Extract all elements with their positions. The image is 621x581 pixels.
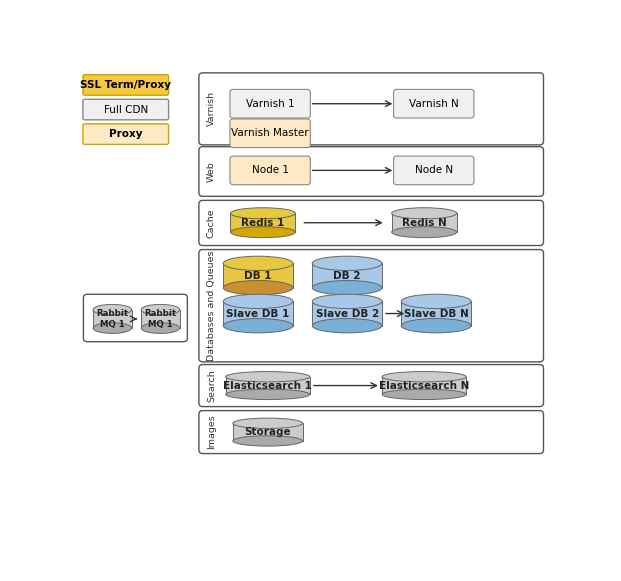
FancyBboxPatch shape <box>199 73 543 145</box>
Text: Node N: Node N <box>415 166 453 175</box>
Text: DB 2: DB 2 <box>333 271 361 281</box>
Bar <box>223 263 293 288</box>
Text: Node 1: Node 1 <box>252 166 289 175</box>
Ellipse shape <box>312 294 382 309</box>
Text: Varnish Master: Varnish Master <box>231 128 309 138</box>
FancyBboxPatch shape <box>83 74 168 95</box>
Ellipse shape <box>392 227 456 238</box>
Text: Proxy: Proxy <box>109 129 142 139</box>
FancyBboxPatch shape <box>199 200 543 246</box>
Ellipse shape <box>382 389 466 400</box>
Bar <box>230 213 296 232</box>
Text: Varnish 1: Varnish 1 <box>246 99 294 109</box>
Ellipse shape <box>401 294 471 309</box>
Text: Databases and Queues: Databases and Queues <box>207 250 216 361</box>
Ellipse shape <box>233 436 302 446</box>
Bar <box>401 302 471 326</box>
Text: Rabbit
MQ 1: Rabbit MQ 1 <box>96 309 129 329</box>
Text: Slave DB 2: Slave DB 2 <box>315 309 379 318</box>
Text: Elasticsearch 1: Elasticsearch 1 <box>224 381 312 390</box>
Ellipse shape <box>392 208 456 219</box>
Text: Web: Web <box>207 161 216 182</box>
Text: Elasticsearch N: Elasticsearch N <box>379 381 469 390</box>
Text: Search: Search <box>207 369 216 402</box>
Text: Redis N: Redis N <box>402 218 446 228</box>
Ellipse shape <box>223 294 293 309</box>
Text: DB 1: DB 1 <box>244 271 272 281</box>
Ellipse shape <box>312 318 382 333</box>
Ellipse shape <box>382 372 466 382</box>
FancyBboxPatch shape <box>230 119 310 148</box>
Text: Full CDN: Full CDN <box>104 105 148 114</box>
Ellipse shape <box>233 418 302 428</box>
Ellipse shape <box>401 318 471 333</box>
Ellipse shape <box>93 304 132 315</box>
Ellipse shape <box>141 322 179 333</box>
Bar <box>392 213 456 232</box>
FancyBboxPatch shape <box>199 364 543 407</box>
Ellipse shape <box>225 372 310 382</box>
Text: Images: Images <box>207 415 216 450</box>
Bar <box>141 310 179 328</box>
Ellipse shape <box>312 281 382 295</box>
Bar <box>312 263 382 288</box>
FancyBboxPatch shape <box>83 295 188 342</box>
Bar <box>233 424 302 441</box>
Text: Slave DB N: Slave DB N <box>404 309 469 318</box>
Text: Cache: Cache <box>207 208 216 238</box>
Ellipse shape <box>93 322 132 333</box>
Ellipse shape <box>223 281 293 295</box>
FancyBboxPatch shape <box>230 156 310 185</box>
Ellipse shape <box>230 227 296 238</box>
FancyBboxPatch shape <box>230 89 310 118</box>
Ellipse shape <box>223 318 293 333</box>
Ellipse shape <box>312 256 382 271</box>
Text: Slave DB 1: Slave DB 1 <box>227 309 290 318</box>
Bar <box>312 302 382 326</box>
Bar <box>93 310 132 328</box>
FancyBboxPatch shape <box>199 146 543 196</box>
FancyBboxPatch shape <box>83 124 168 145</box>
Text: SSL Term/Proxy: SSL Term/Proxy <box>80 80 171 90</box>
FancyBboxPatch shape <box>394 156 474 185</box>
Text: Storage: Storage <box>245 427 291 437</box>
Bar <box>382 376 466 394</box>
FancyBboxPatch shape <box>199 411 543 454</box>
Bar <box>223 302 293 326</box>
Ellipse shape <box>225 389 310 400</box>
Text: Rabbit
MQ 1: Rabbit MQ 1 <box>144 309 176 329</box>
Text: Redis 1: Redis 1 <box>242 218 284 228</box>
Text: Varnish N: Varnish N <box>409 99 459 109</box>
Ellipse shape <box>141 304 179 315</box>
Bar <box>225 376 310 394</box>
Ellipse shape <box>230 208 296 219</box>
FancyBboxPatch shape <box>83 99 168 120</box>
FancyBboxPatch shape <box>394 89 474 118</box>
Ellipse shape <box>223 256 293 271</box>
Text: Varnish: Varnish <box>207 91 216 127</box>
FancyBboxPatch shape <box>199 250 543 362</box>
